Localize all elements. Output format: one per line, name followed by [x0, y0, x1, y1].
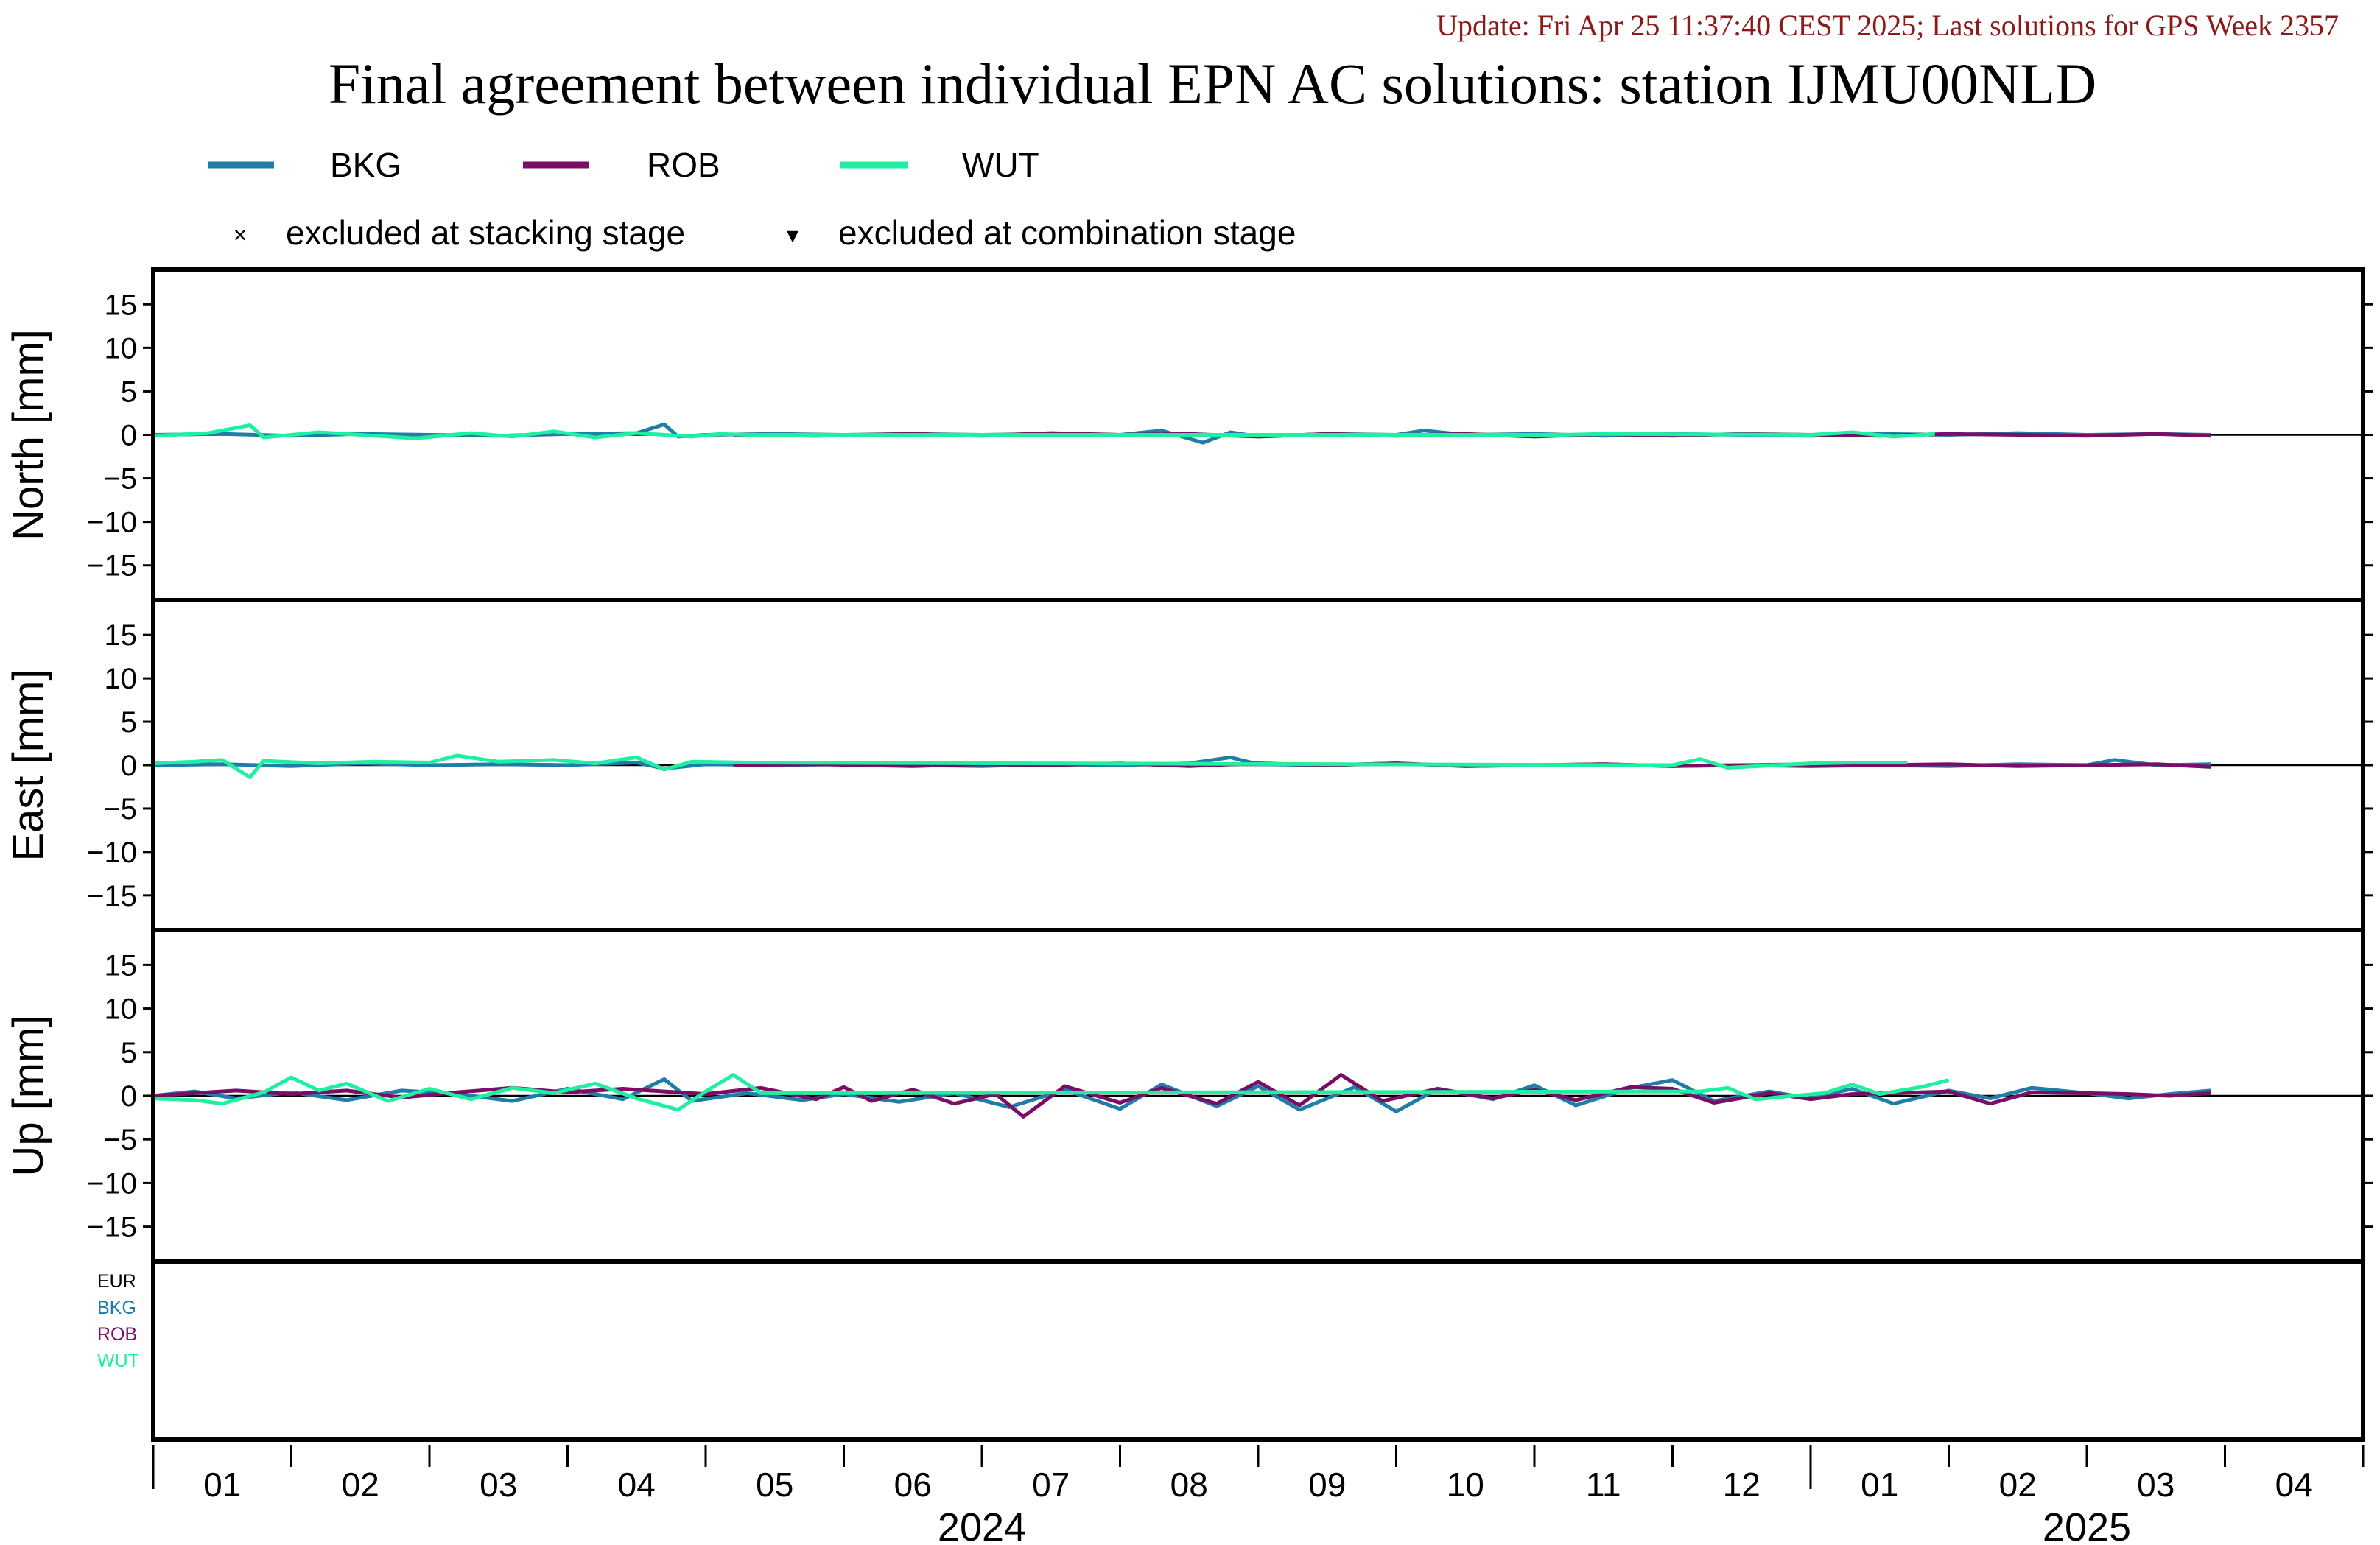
- month-label-3: 04: [618, 1465, 656, 1504]
- ytick-label-east-6: −15: [87, 880, 137, 912]
- series-north-wut: [153, 423, 1935, 440]
- year-label-2025: 2025: [2043, 1505, 2131, 1545]
- ytick-label-up-4: −5: [103, 1124, 137, 1156]
- month-label-13: 02: [1999, 1465, 2037, 1504]
- ylabel-up: Up [mm]: [4, 1015, 52, 1176]
- marker-label-combination: excluded at combination stage: [838, 214, 1296, 252]
- ytick-label-up-3: 0: [121, 1080, 137, 1113]
- ac-list-item-eur: EUR: [97, 1271, 136, 1292]
- marker-legend: × excluded at stacking stage ▾ excluded at …: [234, 214, 1296, 252]
- month-label-11: 12: [1723, 1465, 1761, 1504]
- ytick-label-up-0: 15: [105, 949, 138, 982]
- month-label-0: 01: [203, 1465, 241, 1504]
- marker-symbol-stacking: ×: [234, 222, 248, 248]
- month-label-14: 03: [2137, 1465, 2174, 1504]
- legend-label-bkg: BKG: [330, 146, 401, 184]
- panels: 15 10 5 0 −5 −10 −15 North [mm] 15 10 5 0 −5 −10 −15 Ea…: [4, 267, 2373, 1264]
- month-label-4: 05: [756, 1465, 793, 1504]
- month-label-8: 09: [1308, 1465, 1346, 1504]
- ylabel-north: North [mm]: [4, 329, 52, 541]
- legend-label-wut: WUT: [962, 146, 1039, 184]
- month-label-7: 08: [1170, 1465, 1208, 1504]
- month-label-12: 01: [1861, 1465, 1898, 1504]
- ytick-label-east-3: 0: [121, 750, 137, 782]
- ylabel-east: East [mm]: [4, 669, 52, 861]
- ac-list-item-wut: WUT: [97, 1351, 139, 1371]
- marker-label-stacking: excluded at stacking stage: [286, 214, 685, 252]
- legend-label-rob: ROB: [647, 146, 720, 184]
- ytick-label-north-6: −15: [87, 550, 137, 583]
- ytick-label-north-5: −10: [87, 507, 137, 539]
- ytick-label-east-2: 5: [121, 706, 137, 739]
- ytick-label-east-5: −10: [87, 837, 137, 869]
- marker-symbol-combination: ▾: [787, 222, 798, 248]
- ac-list-item-rob: ROB: [97, 1324, 137, 1345]
- ytick-label-north-3: 0: [121, 420, 137, 452]
- ytick-label-up-1: 10: [105, 993, 138, 1026]
- panel-east: 15 10 5 0 −5 −10 −15 East [mm]: [4, 598, 2373, 932]
- panel-north: 15 10 5 0 −5 −10 −15 North [mm]: [4, 267, 2373, 602]
- panel-up: 15 10 5 0 −5 −10 −15 Up [mm]: [4, 928, 2373, 1264]
- ac-list-panel: EUR BKG ROB WUT: [97, 1259, 2365, 1442]
- x-axis: 01 02 03 04 05 06 07 08 09 10 11 12 01 02 03 04 2024 2025: [152, 1445, 2365, 1545]
- month-label-5: 06: [894, 1465, 932, 1504]
- update-text: Update: Fri Apr 25 11:37:40 CEST 2025; L…: [1436, 9, 2339, 42]
- month-label-2: 03: [480, 1465, 517, 1504]
- series-up-bkg: [153, 1077, 2212, 1113]
- month-label-15: 04: [2275, 1465, 2313, 1504]
- legend: BKG ROB WUT: [208, 146, 1039, 184]
- ytick-label-north-2: 5: [121, 376, 137, 408]
- ytick-label-east-0: 15: [105, 619, 138, 652]
- series-east-wut: [153, 753, 1908, 779]
- ytick-label-north-1: 10: [105, 332, 138, 365]
- ytick-label-up-6: −15: [87, 1211, 137, 1244]
- month-label-9: 10: [1447, 1465, 1484, 1504]
- month-label-1: 02: [342, 1465, 379, 1504]
- ytick-label-east-4: −5: [103, 793, 137, 826]
- chart-title: Final agreement between individual EPN A…: [329, 52, 2096, 116]
- ytick-label-north-0: 15: [105, 289, 138, 321]
- ytick-label-up-2: 5: [121, 1037, 137, 1069]
- ac-list-frame: [151, 1259, 2365, 1442]
- month-label-10: 11: [1586, 1465, 1621, 1504]
- ac-list-item-bkg: BKG: [97, 1298, 136, 1318]
- ytick-label-up-5: −10: [87, 1167, 137, 1200]
- month-label-6: 07: [1032, 1465, 1070, 1504]
- ytick-label-north-4: −5: [103, 463, 137, 496]
- year-label-2024: 2024: [938, 1505, 1026, 1545]
- ytick-label-east-1: 10: [105, 663, 138, 695]
- series-up-wut: [153, 1073, 1950, 1112]
